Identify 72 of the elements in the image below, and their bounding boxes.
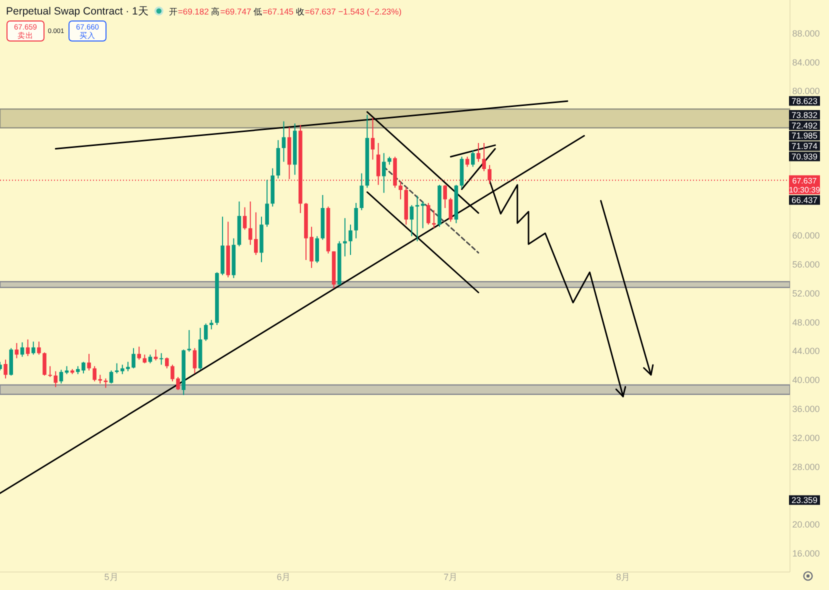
- candlestick: [248, 201, 252, 246]
- candlestick: [315, 236, 320, 264]
- candlestick: [448, 197, 453, 222]
- annotation: 70.939: [792, 152, 818, 162]
- y-tick-label: 20.000: [792, 520, 820, 530]
- candlestick: [410, 204, 414, 237]
- candlestick: [210, 319, 214, 330]
- candlestick: [31, 341, 36, 356]
- candlestick: [254, 212, 258, 256]
- candlestick: [398, 180, 402, 200]
- y-tick-label: 40.000: [792, 375, 820, 386]
- candlestick: [159, 352, 164, 366]
- candlestick: [114, 362, 119, 374]
- y-tick-label: 32.000: [792, 432, 820, 443]
- y-tick-label: 52.000: [792, 288, 820, 298]
- text: 71.974: [792, 141, 818, 152]
- ref-line-label: 67.637 10:30:39: [788, 176, 821, 194]
- y-tick-label: 48.000: [792, 317, 820, 328]
- y-tick-label: 44.000: [792, 346, 820, 356]
- text: 71.985: [792, 130, 818, 141]
- candlestick: [242, 206, 247, 230]
- candlestick: [348, 224, 352, 256]
- candlestick: [137, 346, 141, 360]
- text: 73.832: [792, 110, 818, 120]
- candlestick: [87, 353, 91, 371]
- annotation: 23.359: [792, 495, 818, 506]
- candlestick: [109, 370, 114, 384]
- candlestick: [482, 142, 486, 172]
- candlestick: [470, 150, 475, 168]
- candlestick: [382, 152, 386, 194]
- candlestick: [20, 342, 24, 358]
- candlestick: [370, 117, 375, 160]
- candlestick: [343, 218, 347, 257]
- candlestick: [282, 120, 286, 162]
- text: 开=69.182 高=69.747 低=67.145 收=67.637 −1.543 (−2.23%): [168, 6, 402, 16]
- candlestick: [432, 210, 436, 229]
- candlestick: [376, 142, 380, 186]
- y-tick-label: 56.000: [792, 260, 820, 270]
- candlestick: [204, 323, 208, 342]
- candlestick: [265, 179, 269, 228]
- x-tick-label: 6月: [276, 572, 291, 582]
- x-tick-label: 7月: [444, 572, 458, 582]
- y-tick-label: 60.000: [792, 230, 820, 241]
- candlestick: [104, 378, 108, 388]
- text: Perpetual Swap Contract · 1天: [6, 6, 149, 18]
- candlestick: [4, 359, 8, 379]
- candlestick: [420, 201, 425, 229]
- text: 72.492: [792, 120, 818, 130]
- x-tick-label: 8月: [616, 572, 630, 582]
- candlestick: [192, 348, 197, 374]
- candlestick: [354, 202, 358, 239]
- candlestick: [187, 330, 192, 352]
- candlestick: [26, 338, 30, 357]
- candlestick: [59, 369, 64, 384]
- candlestick: [14, 342, 19, 359]
- candlestick: [42, 352, 46, 376]
- y-tick-label: 28.000: [792, 462, 820, 472]
- text: 66.437: [792, 195, 818, 206]
- candlestick: [426, 202, 430, 226]
- x-tick-label: 5月: [104, 572, 118, 582]
- y-tick-label: 16.000: [792, 548, 820, 558]
- annotation: 78.623: [792, 96, 818, 106]
- y-tick-label: 80.000: [792, 86, 820, 96]
- candlestick: [476, 142, 480, 162]
- candlestick: [360, 172, 364, 211]
- y-tick-label: 36.000: [792, 404, 820, 414]
- candlestick: [443, 184, 447, 208]
- y-tick-label: 88.000: [792, 28, 820, 38]
- candlestick: [415, 195, 420, 242]
- y-tick-label: 84.000: [792, 57, 820, 68]
- candlestick: [165, 357, 169, 369]
- candlestick: [37, 341, 41, 356]
